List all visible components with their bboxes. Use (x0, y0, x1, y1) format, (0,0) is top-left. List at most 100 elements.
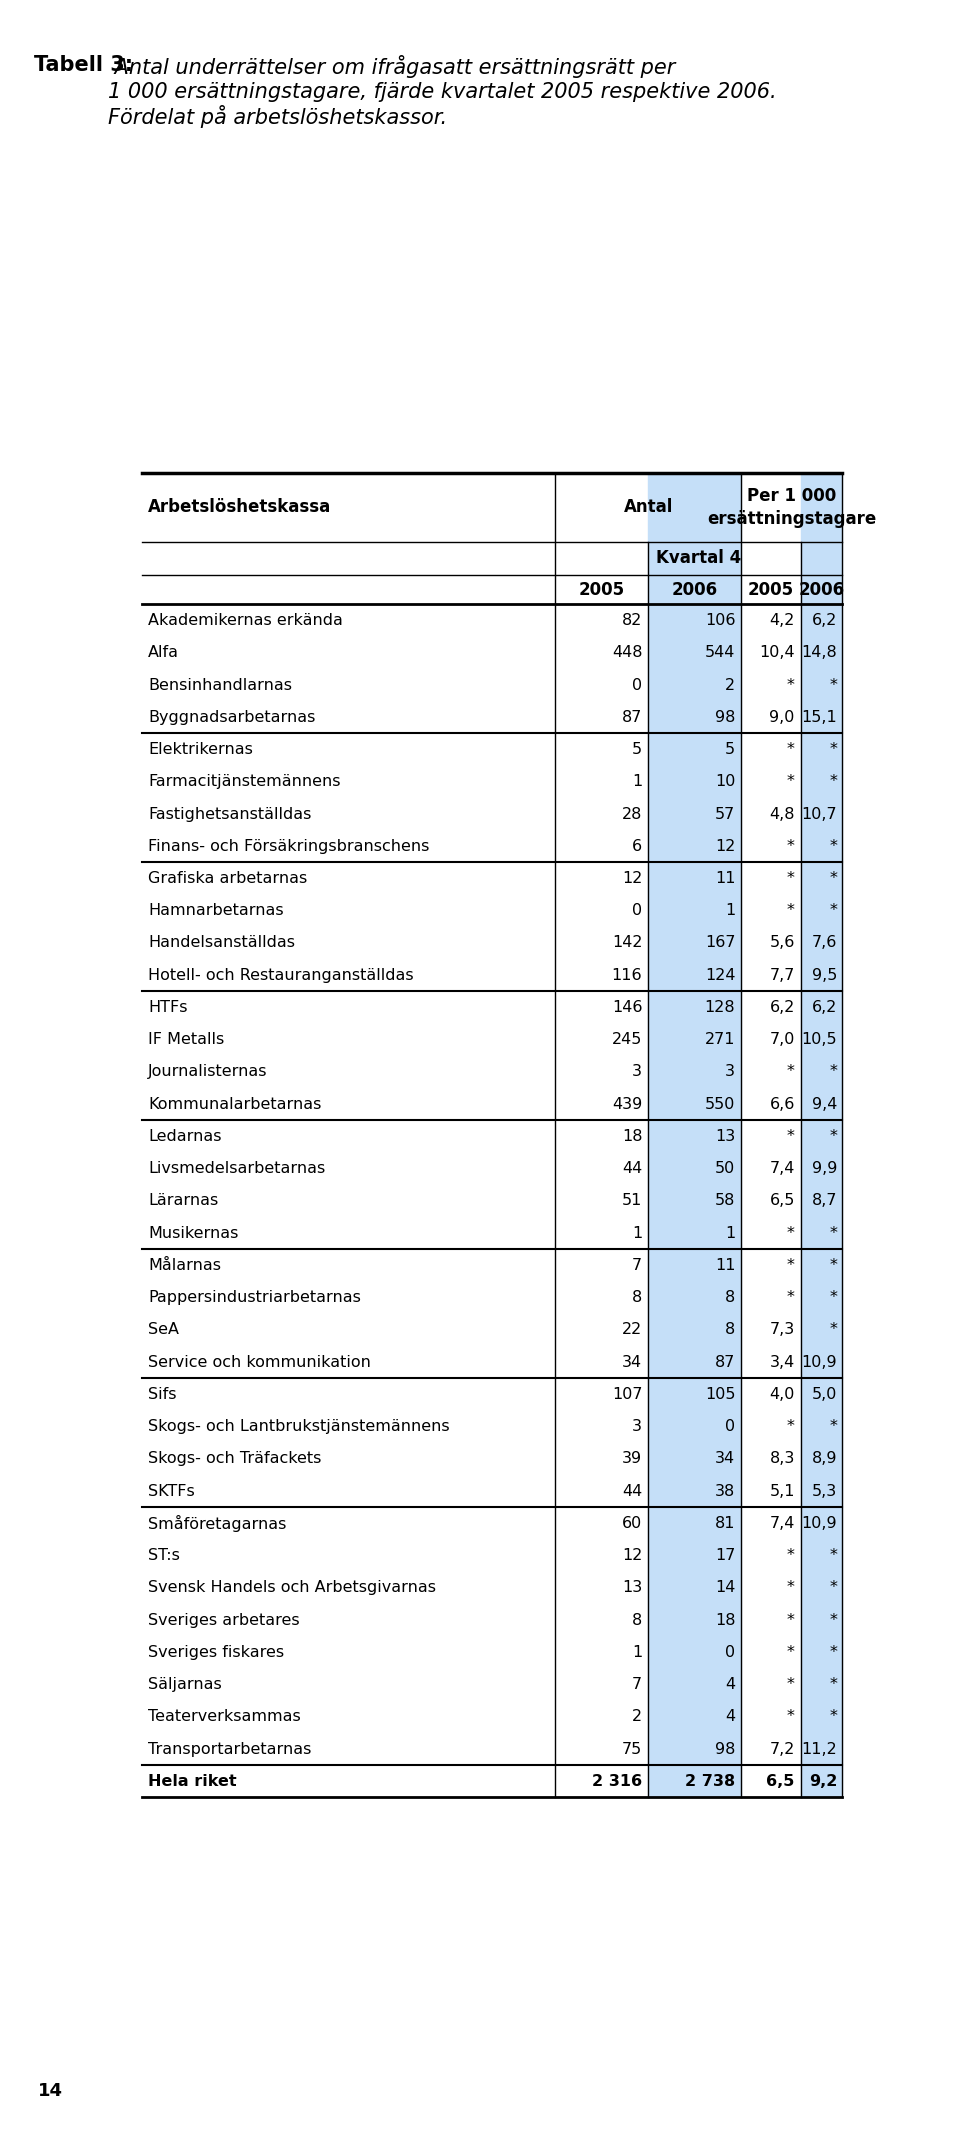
Text: Finans- och Försäkringsbranschens: Finans- och Försäkringsbranschens (148, 839, 430, 854)
Text: 34: 34 (715, 1451, 735, 1466)
Text: Hotell- och Restauranganställdas: Hotell- och Restauranganställdas (148, 967, 414, 984)
Text: Skogs- och Träfackets: Skogs- och Träfackets (148, 1451, 322, 1466)
Text: 9,2: 9,2 (809, 1773, 837, 1788)
Text: 106: 106 (705, 612, 735, 627)
Text: 39: 39 (622, 1451, 642, 1466)
Text: *: * (829, 1547, 837, 1562)
Text: Alfa: Alfa (148, 644, 180, 659)
Text: 38: 38 (715, 1483, 735, 1498)
Text: 7,7: 7,7 (769, 967, 795, 984)
Text: 8,7: 8,7 (812, 1193, 837, 1208)
Text: *: * (787, 1419, 795, 1434)
Text: 8: 8 (725, 1323, 735, 1338)
Text: Hamnarbetarnas: Hamnarbetarnas (148, 903, 284, 918)
Text: 3: 3 (726, 1065, 735, 1080)
Text: 50: 50 (715, 1161, 735, 1176)
Text: Småföretagarnas: Småföretagarnas (148, 1515, 287, 1532)
Text: 8: 8 (725, 1291, 735, 1306)
Text: 550: 550 (705, 1097, 735, 1112)
Text: *: * (787, 839, 795, 854)
Text: 105: 105 (705, 1387, 735, 1402)
Text: 5: 5 (633, 743, 642, 758)
Text: SKTFs: SKTFs (148, 1483, 195, 1498)
Text: Kommunalarbetarnas: Kommunalarbetarnas (148, 1097, 322, 1112)
Text: 6,6: 6,6 (769, 1097, 795, 1112)
Text: *: * (787, 1547, 795, 1562)
Text: 1: 1 (632, 1225, 642, 1240)
Text: Lärarnas: Lärarnas (148, 1193, 219, 1208)
Text: 1: 1 (725, 1225, 735, 1240)
Text: Byggnadsarbetarnas: Byggnadsarbetarnas (148, 711, 316, 726)
Text: *: * (787, 1291, 795, 1306)
Text: 167: 167 (705, 935, 735, 950)
Text: Journalisternas: Journalisternas (148, 1065, 268, 1080)
Text: 28: 28 (622, 807, 642, 822)
Text: 9,5: 9,5 (812, 967, 837, 984)
Text: 10,9: 10,9 (802, 1355, 837, 1370)
Text: 12: 12 (622, 1547, 642, 1562)
Text: 9,9: 9,9 (812, 1161, 837, 1176)
Text: 142: 142 (612, 935, 642, 950)
Text: 87: 87 (715, 1355, 735, 1370)
Text: 5,1: 5,1 (769, 1483, 795, 1498)
Text: *: * (829, 1419, 837, 1434)
Text: *: * (787, 1709, 795, 1724)
Text: Målarnas: Målarnas (148, 1257, 221, 1272)
Text: 439: 439 (612, 1097, 642, 1112)
Text: 44: 44 (622, 1483, 642, 1498)
Text: 1: 1 (632, 775, 642, 790)
Text: 544: 544 (705, 644, 735, 659)
Text: Grafiska arbetarnas: Grafiska arbetarnas (148, 871, 307, 886)
Text: *: * (829, 1613, 837, 1628)
Text: 17: 17 (715, 1547, 735, 1562)
Text: *: * (787, 676, 795, 694)
Text: Svensk Handels och Arbetsgivarnas: Svensk Handels och Arbetsgivarnas (148, 1581, 436, 1596)
Text: *: * (829, 775, 837, 790)
Text: *: * (787, 1613, 795, 1628)
Text: 5,0: 5,0 (812, 1387, 837, 1402)
Text: 18: 18 (715, 1613, 735, 1628)
Text: Antal: Antal (624, 499, 673, 516)
Text: 271: 271 (705, 1033, 735, 1048)
Text: 4,8: 4,8 (769, 807, 795, 822)
Text: *: * (787, 743, 795, 758)
Text: Hela riket: Hela riket (148, 1773, 237, 1788)
Text: 82: 82 (622, 612, 642, 627)
Text: *: * (829, 676, 837, 694)
Text: *: * (787, 871, 795, 886)
Text: IF Metalls: IF Metalls (148, 1033, 225, 1048)
Text: SeA: SeA (148, 1323, 180, 1338)
Text: 34: 34 (622, 1355, 642, 1370)
Text: 2006: 2006 (798, 580, 844, 600)
Text: Pappersindustriarbetarnas: Pappersindustriarbetarnas (148, 1291, 361, 1306)
Text: *: * (787, 903, 795, 918)
Text: 1: 1 (632, 1645, 642, 1660)
Text: 57: 57 (715, 807, 735, 822)
Text: *: * (829, 1065, 837, 1080)
Text: 6,5: 6,5 (769, 1193, 795, 1208)
Text: 4,2: 4,2 (769, 612, 795, 627)
Text: 98: 98 (715, 711, 735, 726)
Text: Livsmedelsarbetarnas: Livsmedelsarbetarnas (148, 1161, 325, 1176)
Text: Arbetslöshetskassa: Arbetslöshetskassa (148, 499, 331, 516)
Text: 12: 12 (715, 839, 735, 854)
Text: 7: 7 (633, 1677, 642, 1692)
Text: HTFs: HTFs (148, 1001, 188, 1016)
Text: 8: 8 (632, 1613, 642, 1628)
Text: *: * (829, 1257, 837, 1272)
Text: *: * (829, 1709, 837, 1724)
Text: ST:s: ST:s (148, 1547, 180, 1562)
Text: 12: 12 (622, 871, 642, 886)
Text: 18: 18 (622, 1129, 642, 1144)
Text: *: * (787, 1225, 795, 1240)
Text: 116: 116 (612, 967, 642, 984)
Text: 10,4: 10,4 (759, 644, 795, 659)
Text: 7: 7 (633, 1257, 642, 1272)
Text: 11,2: 11,2 (802, 1741, 837, 1756)
Text: *: * (829, 1581, 837, 1596)
Text: 7,4: 7,4 (769, 1515, 795, 1530)
Text: Elektrikernas: Elektrikernas (148, 743, 253, 758)
Text: Musikernas: Musikernas (148, 1225, 239, 1240)
Text: Sveriges arbetares: Sveriges arbetares (148, 1613, 300, 1628)
Text: 4: 4 (725, 1677, 735, 1692)
